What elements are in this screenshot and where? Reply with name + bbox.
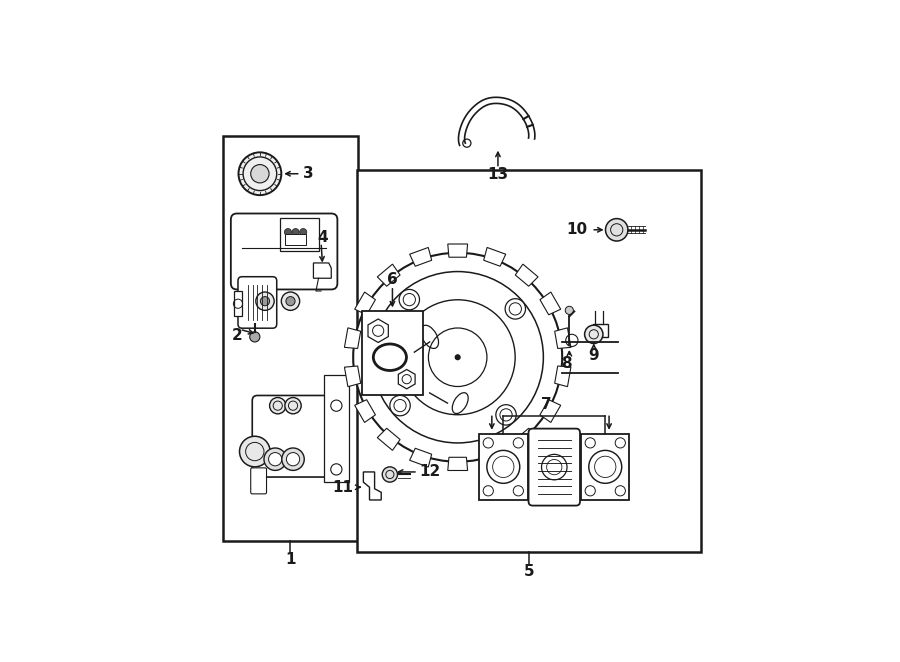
Circle shape xyxy=(286,297,295,306)
FancyBboxPatch shape xyxy=(479,434,527,500)
Circle shape xyxy=(238,152,282,195)
Circle shape xyxy=(264,448,286,471)
Circle shape xyxy=(353,253,562,462)
Circle shape xyxy=(382,467,398,482)
Bar xyxy=(362,311,423,395)
Circle shape xyxy=(585,325,603,344)
Polygon shape xyxy=(516,428,538,450)
Circle shape xyxy=(390,395,410,416)
Circle shape xyxy=(483,486,493,496)
Text: 1: 1 xyxy=(285,552,295,567)
Circle shape xyxy=(282,448,304,471)
Bar xyxy=(222,136,358,541)
Polygon shape xyxy=(345,328,361,348)
FancyBboxPatch shape xyxy=(252,395,334,477)
Polygon shape xyxy=(540,400,561,422)
Circle shape xyxy=(284,228,292,236)
FancyBboxPatch shape xyxy=(230,214,338,289)
Circle shape xyxy=(505,299,526,319)
Text: 10: 10 xyxy=(566,222,588,237)
Circle shape xyxy=(400,300,515,414)
Text: 11: 11 xyxy=(332,480,353,495)
Circle shape xyxy=(399,289,419,310)
Circle shape xyxy=(496,404,517,425)
Text: 2: 2 xyxy=(231,328,242,343)
Text: 6: 6 xyxy=(387,272,398,287)
Polygon shape xyxy=(516,264,538,286)
Circle shape xyxy=(589,450,622,483)
Circle shape xyxy=(251,165,269,183)
Polygon shape xyxy=(448,244,468,258)
Polygon shape xyxy=(540,292,561,315)
Polygon shape xyxy=(410,448,432,467)
Polygon shape xyxy=(554,328,571,348)
Circle shape xyxy=(585,438,595,448)
Polygon shape xyxy=(377,428,400,450)
Bar xyxy=(356,170,701,553)
Polygon shape xyxy=(448,457,468,471)
Circle shape xyxy=(372,271,544,443)
Circle shape xyxy=(300,228,307,236)
Bar xyxy=(280,218,319,252)
Text: 13: 13 xyxy=(488,167,508,182)
FancyBboxPatch shape xyxy=(238,277,276,328)
Circle shape xyxy=(331,464,342,475)
Circle shape xyxy=(513,438,524,448)
Text: 7: 7 xyxy=(541,397,552,412)
Circle shape xyxy=(483,438,493,448)
Circle shape xyxy=(542,454,567,480)
Circle shape xyxy=(454,354,461,360)
Circle shape xyxy=(270,397,286,414)
Bar xyxy=(324,375,349,482)
Circle shape xyxy=(282,292,300,310)
Circle shape xyxy=(268,453,282,466)
Text: 9: 9 xyxy=(589,348,599,363)
FancyBboxPatch shape xyxy=(251,468,266,494)
Circle shape xyxy=(565,307,573,314)
Circle shape xyxy=(292,228,299,236)
Polygon shape xyxy=(313,263,331,278)
Circle shape xyxy=(585,486,595,496)
Circle shape xyxy=(616,486,625,496)
Circle shape xyxy=(249,332,260,342)
Text: 3: 3 xyxy=(303,166,314,181)
Circle shape xyxy=(260,297,270,306)
Circle shape xyxy=(606,218,628,241)
Circle shape xyxy=(331,400,342,411)
Polygon shape xyxy=(345,366,361,387)
Circle shape xyxy=(285,397,302,414)
Circle shape xyxy=(513,486,524,496)
Polygon shape xyxy=(554,366,571,387)
Text: 5: 5 xyxy=(524,564,534,579)
Bar xyxy=(234,291,242,316)
Circle shape xyxy=(487,450,520,483)
Circle shape xyxy=(286,453,300,466)
Polygon shape xyxy=(377,264,400,286)
Circle shape xyxy=(616,438,625,448)
Polygon shape xyxy=(355,292,375,315)
Text: 8: 8 xyxy=(562,356,572,371)
Polygon shape xyxy=(483,248,506,266)
Polygon shape xyxy=(483,448,506,467)
Text: 4: 4 xyxy=(318,230,328,245)
Polygon shape xyxy=(355,400,375,422)
Circle shape xyxy=(239,436,270,467)
Text: 12: 12 xyxy=(419,465,441,479)
FancyBboxPatch shape xyxy=(581,434,629,500)
FancyBboxPatch shape xyxy=(528,428,580,506)
Bar xyxy=(593,324,608,337)
Polygon shape xyxy=(364,472,382,500)
Polygon shape xyxy=(410,248,432,266)
Bar xyxy=(285,234,306,246)
Circle shape xyxy=(256,292,274,310)
